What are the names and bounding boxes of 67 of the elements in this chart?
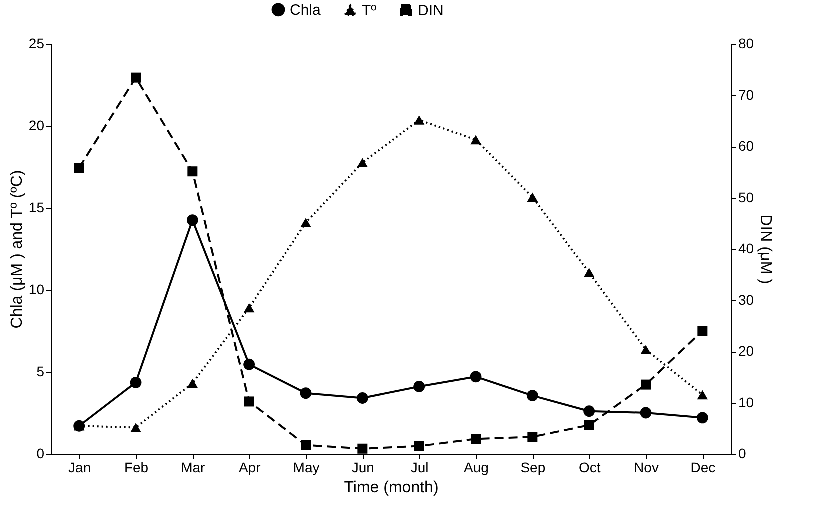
point — [696, 412, 708, 424]
point — [414, 381, 426, 392]
x-tick-label: Apr — [238, 460, 262, 476]
point — [244, 303, 255, 313]
point — [470, 371, 482, 383]
point — [130, 376, 142, 388]
x-tick-label: May — [293, 460, 320, 476]
point — [186, 214, 198, 226]
point — [188, 166, 198, 177]
point — [357, 158, 368, 168]
y2-tick-label: 30 — [738, 292, 754, 308]
x-tick-label: Aug — [464, 460, 489, 476]
point — [584, 268, 595, 278]
x-axis-title: Time (month) — [344, 480, 439, 496]
y-tick-label: 20 — [28, 118, 45, 134]
point — [301, 440, 311, 450]
x-tick-label: Sep — [520, 460, 546, 476]
point — [526, 390, 538, 402]
point — [74, 163, 84, 174]
point — [470, 135, 482, 145]
y2-tick-label: 80 — [738, 36, 754, 52]
y-tick-label: 0 — [36, 446, 45, 462]
x-tick-label: Oct — [578, 460, 601, 476]
y-tick-label: 5 — [36, 364, 45, 380]
point — [244, 396, 254, 407]
y2-tick-label: 0 — [738, 446, 746, 462]
legend-label: DIN — [418, 2, 444, 20]
y-tick-label: 10 — [28, 282, 45, 298]
point — [358, 444, 368, 454]
x-tick-label: Jun — [352, 460, 374, 476]
point — [640, 345, 652, 355]
y2-tick-label: 20 — [738, 343, 754, 359]
point — [527, 192, 538, 202]
point — [698, 326, 708, 336]
y2-tick-label: 70 — [738, 86, 754, 103]
x-tick-label: Nov — [634, 460, 659, 476]
point — [130, 423, 142, 432]
x-tick-label: Jul — [410, 460, 429, 476]
point — [244, 358, 256, 370]
point — [300, 388, 312, 400]
point — [187, 378, 198, 388]
point — [697, 390, 708, 400]
point — [471, 434, 481, 444]
y2-tick-label: 40 — [738, 240, 754, 256]
x-tick-label: Feb — [124, 460, 149, 476]
y2-tick-label: 10 — [738, 394, 754, 410]
point — [131, 72, 141, 83]
y-tick-label: 25 — [28, 36, 45, 52]
y2-axis-title: DIN (μM ) — [757, 214, 774, 284]
point — [528, 432, 538, 442]
point — [356, 392, 368, 404]
y2-tick-label: 50 — [738, 189, 754, 206]
point — [584, 406, 596, 418]
legend-label: Chla — [290, 2, 322, 19]
x-tick-label: Dec — [690, 460, 716, 476]
y-axis-title: Chla (μM ) and Tº (ºC) — [8, 170, 26, 329]
y2-tick-label: 60 — [738, 138, 754, 154]
point — [641, 380, 651, 390]
x-tick-label: Mar — [181, 460, 206, 476]
legend-label: Tº — [362, 2, 378, 20]
point — [640, 407, 652, 419]
point — [414, 116, 425, 125]
x-tick-label: Jan — [68, 460, 92, 476]
point — [584, 420, 594, 430]
point — [300, 218, 312, 228]
point — [414, 441, 424, 452]
y-tick-label: 15 — [28, 200, 45, 216]
